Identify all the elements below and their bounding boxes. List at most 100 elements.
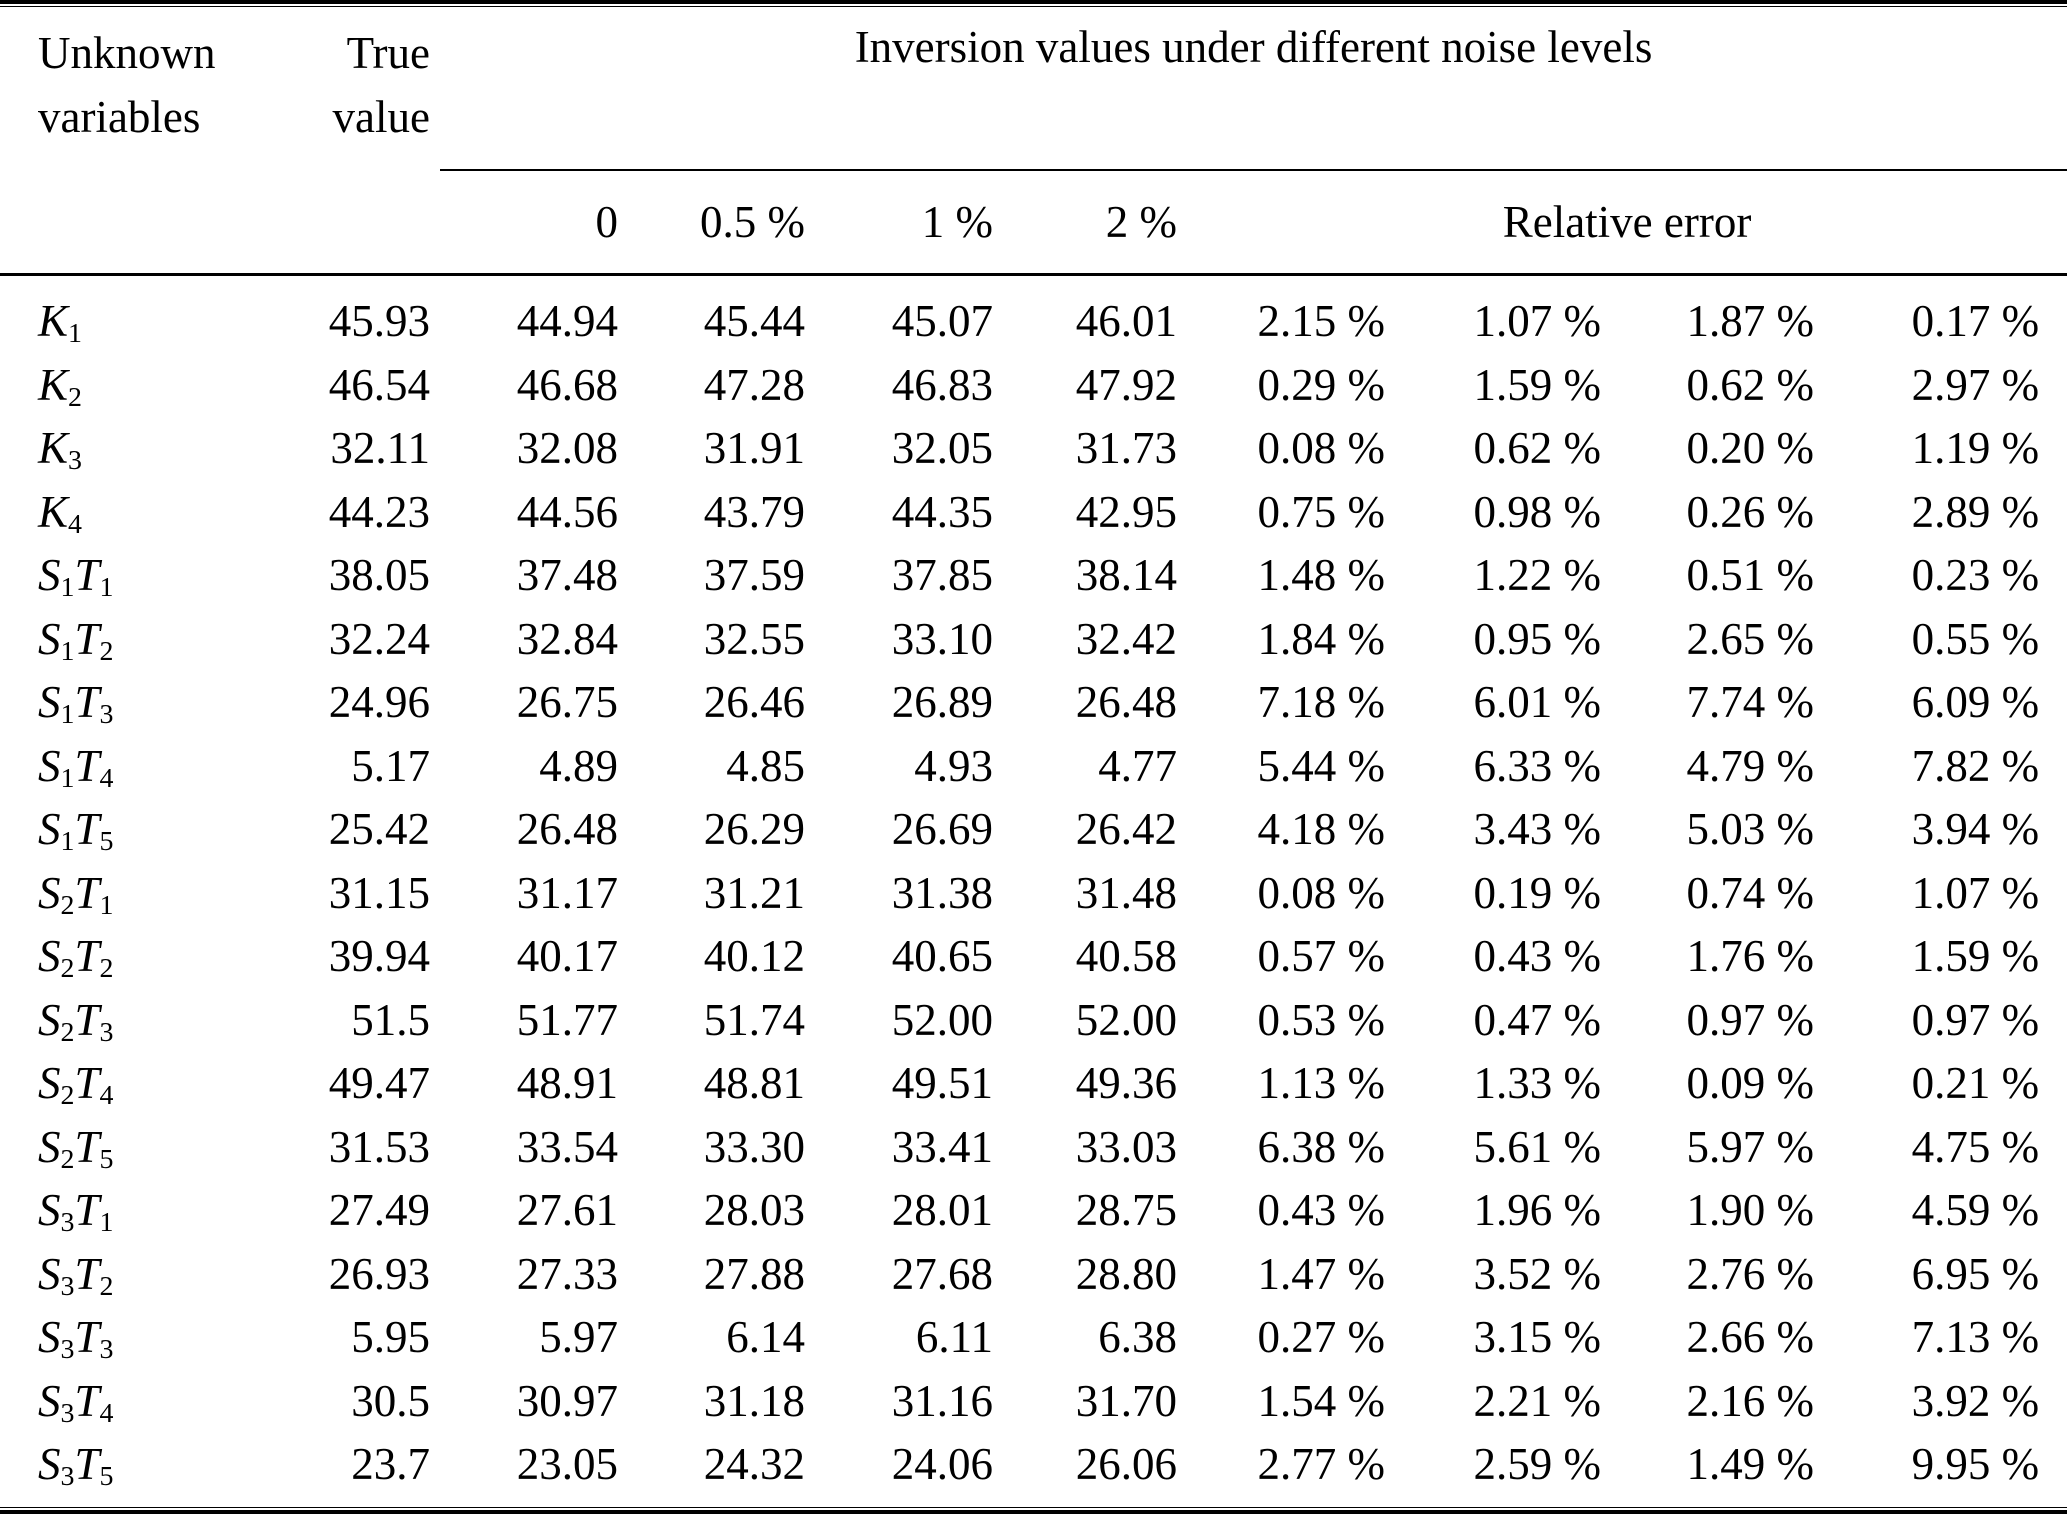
inversion-value-cell: 26.46 xyxy=(703,677,805,727)
relative-error-cell: 0.95 % xyxy=(1473,613,1602,664)
inversion-value-cell: 51.74 xyxy=(703,994,805,1045)
header-true-line1: True xyxy=(346,28,430,78)
header-unknown-line1: Unknown xyxy=(38,28,216,78)
inversion-value-cell: 32.42 xyxy=(1075,613,1177,664)
variable-cell: S3T5 xyxy=(38,1439,114,1493)
relative-error-cell: 0.08 % xyxy=(1257,423,1386,473)
inversion-value-cell: 52.00 xyxy=(1075,994,1177,1045)
inversion-value-cell: 31.17 xyxy=(516,867,618,918)
table-row: S1T5 25.42 26.48 26.29 26.69 26.42 4.18 % 3.43 … xyxy=(0,798,2067,862)
inversion-value-cell: 43.79 xyxy=(703,486,805,537)
relative-error-cell: 0.43 % xyxy=(1473,931,1602,981)
inversion-value-cell: 31.70 xyxy=(1075,1375,1177,1426)
header-noise-0: 0 xyxy=(440,170,628,276)
variable-cell: S1T1 xyxy=(38,550,114,604)
inversion-value-cell: 27.61 xyxy=(516,1185,618,1235)
header-unknown-variables: Unknown variables xyxy=(0,7,216,276)
inversion-value-cell: 44.94 xyxy=(516,296,618,346)
inversion-value-cell: 33.03 xyxy=(1075,1121,1177,1172)
header-true-line2: value xyxy=(332,92,430,142)
inversion-value-cell: 40.58 xyxy=(1075,931,1177,981)
true-value-cell: 51.5 xyxy=(351,994,430,1045)
relative-error-cell: 5.44 % xyxy=(1257,740,1386,791)
variable-cell: K4 xyxy=(38,486,82,540)
inversion-value-cell: 44.56 xyxy=(516,486,618,537)
relative-error-cell: 0.27 % xyxy=(1257,1312,1386,1362)
inversion-value-cell: 26.48 xyxy=(516,804,618,854)
table-row: S1T4 5.17 4.89 4.85 4.93 4.77 5.44 % 6.33 % 4.79… xyxy=(0,735,2067,799)
inversion-value-cell: 40.12 xyxy=(703,931,805,981)
inversion-value-cell: 45.07 xyxy=(891,296,993,346)
true-value-cell: 31.15 xyxy=(328,867,430,918)
relative-error-cell: 1.76 % xyxy=(1686,931,1815,981)
variable-cell: S3T3 xyxy=(38,1312,114,1366)
inversion-value-cell: 47.92 xyxy=(1075,359,1177,410)
inversion-value-cell: 28.80 xyxy=(1075,1248,1177,1299)
relative-error-cell: 1.49 % xyxy=(1686,1439,1815,1489)
table-header: Unknown variables True value Inversion v… xyxy=(0,7,2067,276)
inversion-value-cell: 44.35 xyxy=(891,486,993,537)
relative-error-cell: 2.15 % xyxy=(1257,296,1386,346)
variable-cell: S3T2 xyxy=(38,1248,114,1302)
relative-error-cell: 0.17 % xyxy=(1911,296,2040,346)
inversion-value-cell: 24.06 xyxy=(891,1439,993,1489)
inversion-value-cell: 26.75 xyxy=(516,677,618,727)
table-row: S2T3 51.5 51.77 51.74 52.00 52.00 0.53 % 0.47 %… xyxy=(0,989,2067,1053)
inversion-value-cell: 5.97 xyxy=(539,1312,618,1362)
relative-error-cell: 6.38 % xyxy=(1257,1121,1386,1172)
relative-error-cell: 0.62 % xyxy=(1473,423,1602,473)
relative-error-cell: 1.22 % xyxy=(1473,550,1602,600)
relative-error-cell: 0.20 % xyxy=(1686,423,1815,473)
inversion-value-cell: 6.14 xyxy=(726,1312,805,1362)
relative-error-cell: 7.13 % xyxy=(1911,1312,2040,1362)
relative-error-cell: 3.15 % xyxy=(1473,1312,1602,1362)
inversion-value-cell: 32.84 xyxy=(516,613,618,664)
inversion-value-cell: 6.38 xyxy=(1098,1312,1177,1362)
inversion-value-cell: 48.81 xyxy=(703,1058,805,1108)
relative-error-cell: 2.97 % xyxy=(1911,359,2040,410)
relative-error-cell: 0.98 % xyxy=(1473,486,1602,537)
inversion-value-cell: 48.91 xyxy=(516,1058,618,1108)
variable-cell: S1T4 xyxy=(38,740,114,794)
relative-error-cell: 0.74 % xyxy=(1686,867,1815,918)
relative-error-cell: 0.26 % xyxy=(1686,486,1815,537)
true-value-cell: 32.11 xyxy=(330,423,430,473)
variable-cell: S2T5 xyxy=(38,1121,114,1175)
true-value-cell: 25.42 xyxy=(328,804,430,854)
true-value-cell: 46.54 xyxy=(328,359,430,410)
inversion-value-cell: 4.89 xyxy=(539,740,618,791)
inversion-value-cell: 31.73 xyxy=(1075,423,1177,473)
inversion-value-cell: 33.30 xyxy=(703,1121,805,1172)
relative-error-cell: 6.33 % xyxy=(1473,740,1602,791)
relative-error-cell: 6.09 % xyxy=(1911,677,2040,727)
relative-error-cell: 0.62 % xyxy=(1686,359,1815,410)
inversion-value-cell: 42.95 xyxy=(1075,486,1177,537)
relative-error-cell: 0.29 % xyxy=(1257,359,1386,410)
table-row: S2T2 39.94 40.17 40.12 40.65 40.58 0.57 % 0.43 … xyxy=(0,925,2067,989)
relative-error-cell: 0.97 % xyxy=(1686,994,1815,1045)
header-unknown-line2: variables xyxy=(38,92,201,142)
variable-cell: S3T4 xyxy=(38,1375,114,1429)
relative-error-cell: 2.66 % xyxy=(1686,1312,1815,1362)
inversion-value-cell: 6.11 xyxy=(915,1312,993,1362)
relative-error-cell: 1.07 % xyxy=(1911,867,2040,918)
inversion-value-cell: 31.48 xyxy=(1075,867,1177,918)
table-top-rule xyxy=(0,0,2067,7)
relative-error-cell: 2.77 % xyxy=(1257,1439,1386,1489)
relative-error-cell: 1.47 % xyxy=(1257,1248,1386,1299)
inversion-value-cell: 31.18 xyxy=(703,1375,805,1426)
inversion-value-cell: 26.48 xyxy=(1075,677,1177,727)
relative-error-cell: 1.87 % xyxy=(1686,296,1815,346)
relative-error-cell: 9.95 % xyxy=(1911,1439,2040,1489)
header-row-1: Unknown variables True value Inversion v… xyxy=(0,7,2067,276)
inversion-value-cell: 27.88 xyxy=(703,1248,805,1299)
inversion-value-cell: 28.75 xyxy=(1075,1185,1177,1235)
true-value-cell: 31.53 xyxy=(328,1121,430,1172)
inversion-value-cell: 45.44 xyxy=(703,296,805,346)
relative-error-cell: 1.59 % xyxy=(1473,359,1602,410)
true-value-cell: 27.49 xyxy=(328,1185,430,1235)
inversion-value-cell: 32.05 xyxy=(891,423,993,473)
inversion-value-cell: 46.83 xyxy=(891,359,993,410)
relative-error-cell: 0.21 % xyxy=(1911,1058,2040,1108)
